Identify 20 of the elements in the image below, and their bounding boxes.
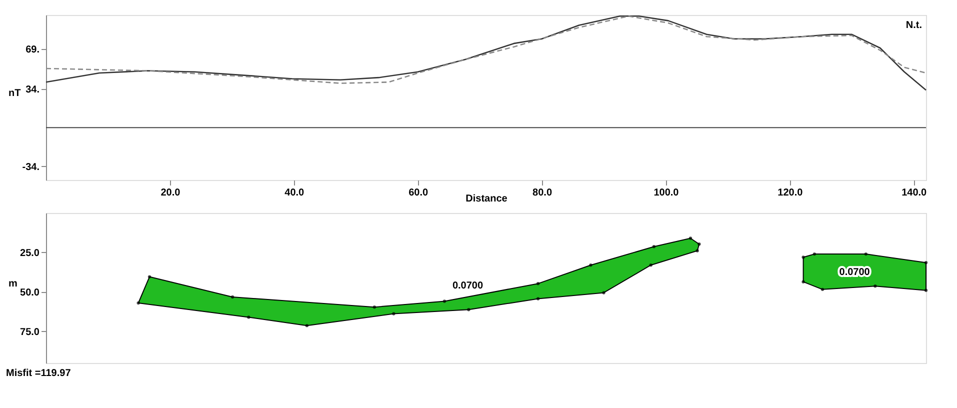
y-axis-title: nT (8, 88, 21, 99)
x-tick-label: 60.0 (408, 188, 428, 198)
y-tick-label: 25.0 (20, 248, 40, 259)
annotation: 0.0700 (839, 266, 870, 278)
text: Misfit =119.97 (6, 368, 72, 379)
x-axis-title: Distance (466, 194, 508, 204)
annotation: 0.0700 (452, 280, 484, 292)
y-axis-title: m (8, 278, 18, 290)
x-tick-label: 120.0 (778, 188, 804, 198)
x-tick-label: 100.0 (654, 188, 680, 198)
y-tick-label: 69. (26, 44, 40, 56)
y-tick-label: 75.0 (20, 326, 40, 338)
y-tick-label: 34. (26, 84, 40, 96)
y-tick-label: 50.0 (20, 287, 40, 298)
y-tick-label: -34. (22, 162, 40, 173)
annotation: N.t. (906, 20, 922, 31)
x-tick-label: 140.0 (902, 188, 928, 198)
x-tick-label: 80.0 (532, 188, 552, 198)
x-tick-label: 20.0 (160, 188, 181, 198)
x-tick-label: 40.0 (284, 188, 305, 198)
